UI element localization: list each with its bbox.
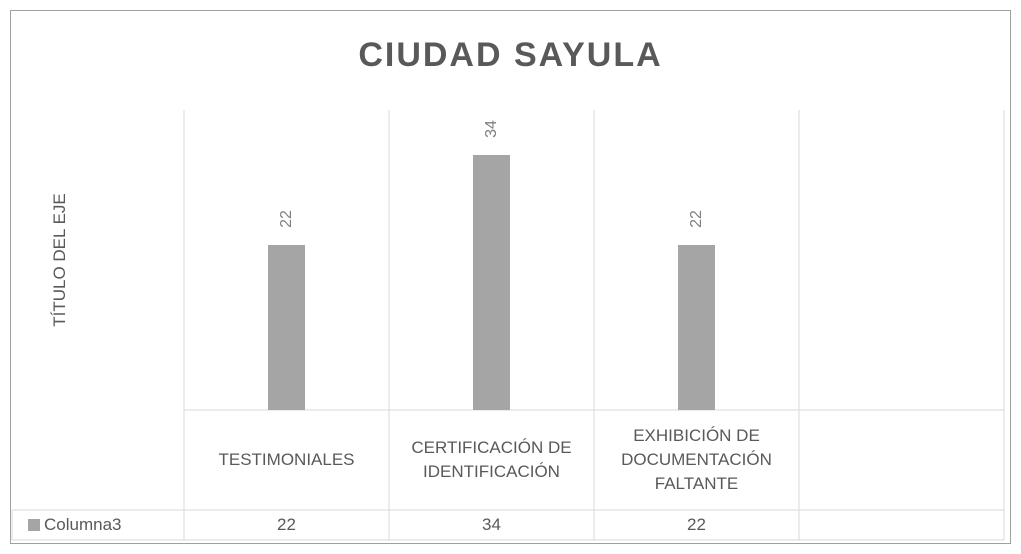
- table-value: 34: [482, 515, 501, 534]
- y-axis-title: TÍTULO DEL EJE: [50, 193, 69, 327]
- x-tick-label: TESTIMONIALES: [218, 450, 355, 469]
- bar: [678, 245, 715, 410]
- legend-swatch: [28, 519, 40, 531]
- table-value: 22: [687, 515, 706, 534]
- x-tick-label: CERTIFICACIÓN DE IDENTIFICACIÓN: [411, 438, 572, 481]
- data-label: 22: [687, 210, 705, 228]
- data-label: 22: [277, 210, 295, 228]
- table-value: 22: [277, 515, 296, 534]
- data-label: 34: [482, 120, 500, 138]
- bar: [268, 245, 305, 410]
- x-tick-label: [804, 410, 999, 510]
- table-value: [799, 510, 1004, 540]
- chart-border: [10, 10, 1011, 544]
- legend-label: Columna3: [44, 515, 122, 534]
- chart-title: CIUDAD SAYULA: [358, 35, 663, 74]
- bar: [473, 155, 510, 410]
- x-tick-label: EXHIBICIÓN DE DOCUMENTACIÓN FALTANTE: [621, 426, 772, 493]
